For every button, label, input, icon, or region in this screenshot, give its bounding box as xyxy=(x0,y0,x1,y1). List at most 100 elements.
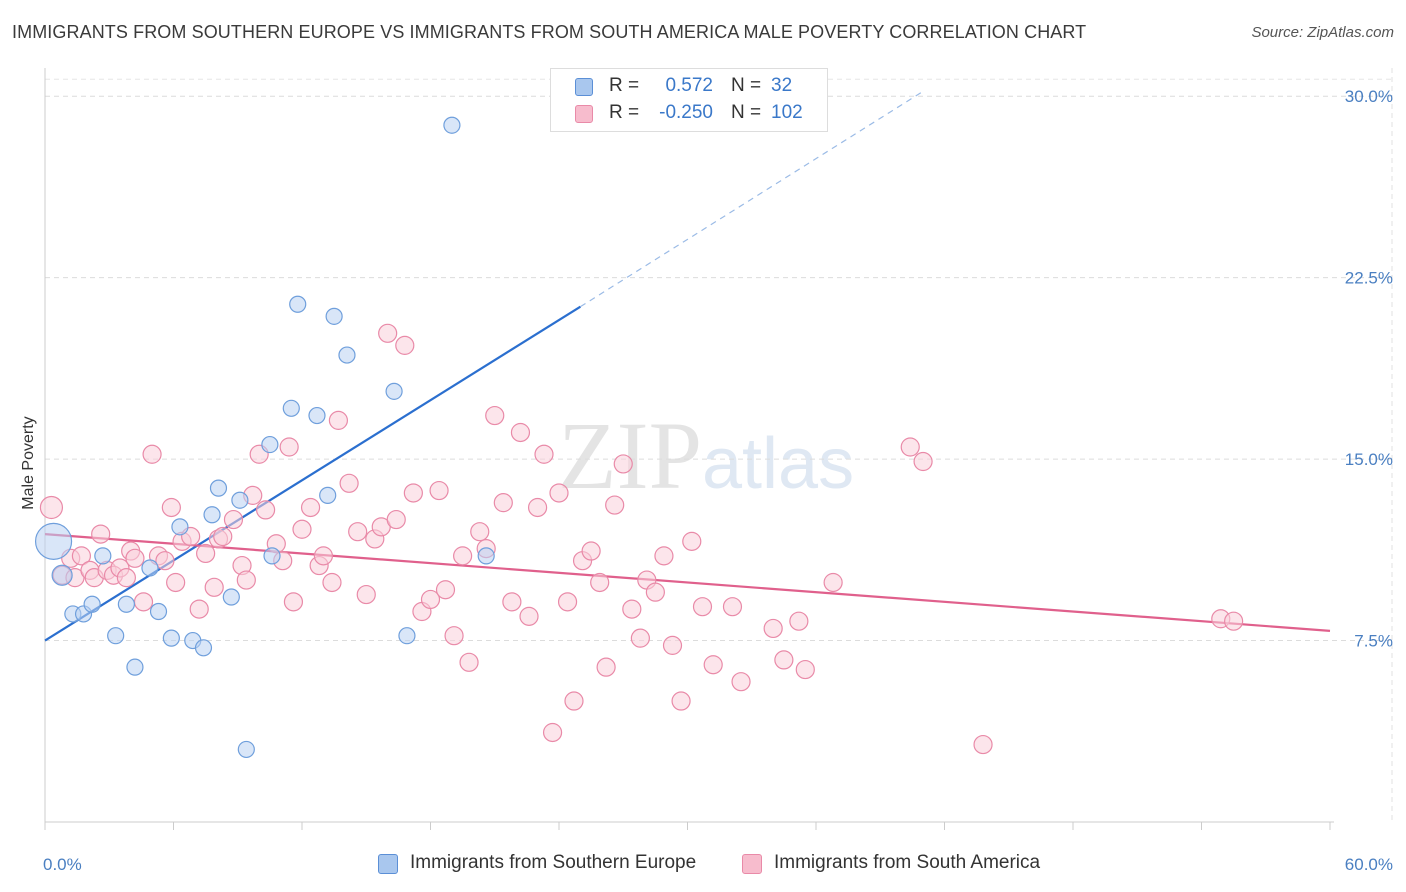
point-south-america xyxy=(645,582,665,602)
point-south-america xyxy=(795,659,815,680)
point-south-america xyxy=(403,483,423,503)
point-south-america xyxy=(671,691,691,711)
point-south-america xyxy=(236,570,256,590)
point-south-america xyxy=(913,451,933,472)
point-south-america xyxy=(223,509,244,530)
point-south-america xyxy=(682,531,702,551)
point-south-america xyxy=(166,572,186,593)
point-south-america xyxy=(534,444,554,464)
point-southern-europe xyxy=(263,547,281,565)
point-southern-europe xyxy=(222,588,240,606)
point-south-america xyxy=(444,626,464,646)
point-south-america xyxy=(823,572,843,593)
point-southern-europe xyxy=(325,307,343,325)
point-southern-europe xyxy=(83,595,101,613)
point-south-america xyxy=(255,500,276,520)
point-south-america xyxy=(189,599,209,619)
point-southern-europe xyxy=(338,346,356,364)
legend-n-label: N = xyxy=(731,75,762,96)
point-south-america xyxy=(39,495,64,520)
point-south-america xyxy=(703,655,723,675)
point-southern-europe xyxy=(171,518,189,536)
point-south-america xyxy=(155,551,175,571)
point-southern-europe xyxy=(289,295,307,313)
point-south-america xyxy=(590,572,610,593)
point-south-america xyxy=(1224,611,1244,631)
point-south-america xyxy=(116,568,136,588)
point-south-america xyxy=(605,495,625,515)
point-south-america xyxy=(328,410,349,430)
tick-labels: Male Poverty 7.5% 15.0% 22.5% 30.0% 0.0% 60.0% xyxy=(20,87,1393,874)
point-south-america xyxy=(485,405,505,426)
point-south-america xyxy=(502,592,522,612)
point-southern-europe xyxy=(162,629,180,647)
point-south-america xyxy=(542,722,563,743)
watermark-atlas: atlas xyxy=(702,424,855,504)
point-south-america xyxy=(313,546,334,566)
point-south-america xyxy=(692,597,713,617)
point-southern-europe xyxy=(51,564,73,586)
point-south-america xyxy=(654,546,674,566)
point-south-america xyxy=(356,584,376,605)
point-southern-europe xyxy=(203,506,221,524)
point-southern-europe xyxy=(141,559,159,577)
point-south-america xyxy=(322,572,342,593)
point-south-america xyxy=(519,606,539,626)
y-tick-label: 22.5% xyxy=(1345,269,1393,288)
point-southern-europe xyxy=(126,658,144,676)
point-south-america xyxy=(71,546,92,566)
point-southern-europe xyxy=(149,602,168,621)
point-south-america xyxy=(662,635,683,655)
point-southern-europe xyxy=(117,595,135,613)
y-tick-label: 30.0% xyxy=(1345,87,1393,106)
point-south-america xyxy=(386,509,406,530)
legend-n-value: 32 xyxy=(771,75,793,96)
point-south-america xyxy=(731,672,751,692)
legend-r-label: R = xyxy=(609,102,640,123)
point-south-america xyxy=(774,650,794,670)
point-south-america xyxy=(581,541,601,561)
point-south-america xyxy=(300,497,321,518)
point-south-america xyxy=(213,526,233,547)
point-southern-europe xyxy=(398,627,416,645)
chart-title: IMMIGRANTS FROM SOUTHERN EUROPE VS IMMIG… xyxy=(12,22,1087,42)
point-south-america xyxy=(564,691,584,711)
point-south-america xyxy=(125,548,145,568)
point-south-america xyxy=(395,335,415,355)
point-south-america xyxy=(161,497,181,518)
y-axis-label: Male Poverty xyxy=(20,416,37,509)
data-points xyxy=(34,116,1244,759)
legend-r-label: R = xyxy=(609,75,640,96)
point-south-america xyxy=(279,437,299,457)
point-southern-europe xyxy=(209,479,228,497)
point-south-america xyxy=(549,483,569,503)
trend-lines xyxy=(44,90,1331,642)
point-south-america xyxy=(453,546,473,566)
point-southern-europe xyxy=(94,547,112,565)
point-south-america xyxy=(429,480,449,501)
point-south-america xyxy=(196,543,216,564)
x-tick-label-min: 0.0% xyxy=(43,855,82,874)
point-south-america xyxy=(348,522,368,542)
point-southern-europe xyxy=(231,491,249,509)
point-south-america xyxy=(763,618,783,639)
series-name: Immigrants from Southern Europe xyxy=(410,852,697,873)
stats-legend: R = 0.572 N = 32 R = -0.250 N = 102 xyxy=(550,68,828,132)
gridlines xyxy=(45,68,1393,822)
series-name: Immigrants from South America xyxy=(774,852,1041,873)
point-southern-europe xyxy=(477,547,495,565)
point-south-america xyxy=(133,592,154,612)
point-south-america xyxy=(613,454,633,474)
point-southern-europe xyxy=(443,116,461,134)
point-south-america xyxy=(510,422,531,443)
watermark-zip: ZIP xyxy=(558,402,702,509)
point-south-america xyxy=(292,519,312,539)
point-south-america xyxy=(630,628,650,648)
point-south-america xyxy=(339,473,359,493)
point-southern-europe xyxy=(319,486,337,504)
legend-n-value: 102 xyxy=(771,102,803,123)
point-south-america xyxy=(459,652,479,672)
point-south-america xyxy=(142,444,162,464)
point-south-america xyxy=(900,437,920,457)
